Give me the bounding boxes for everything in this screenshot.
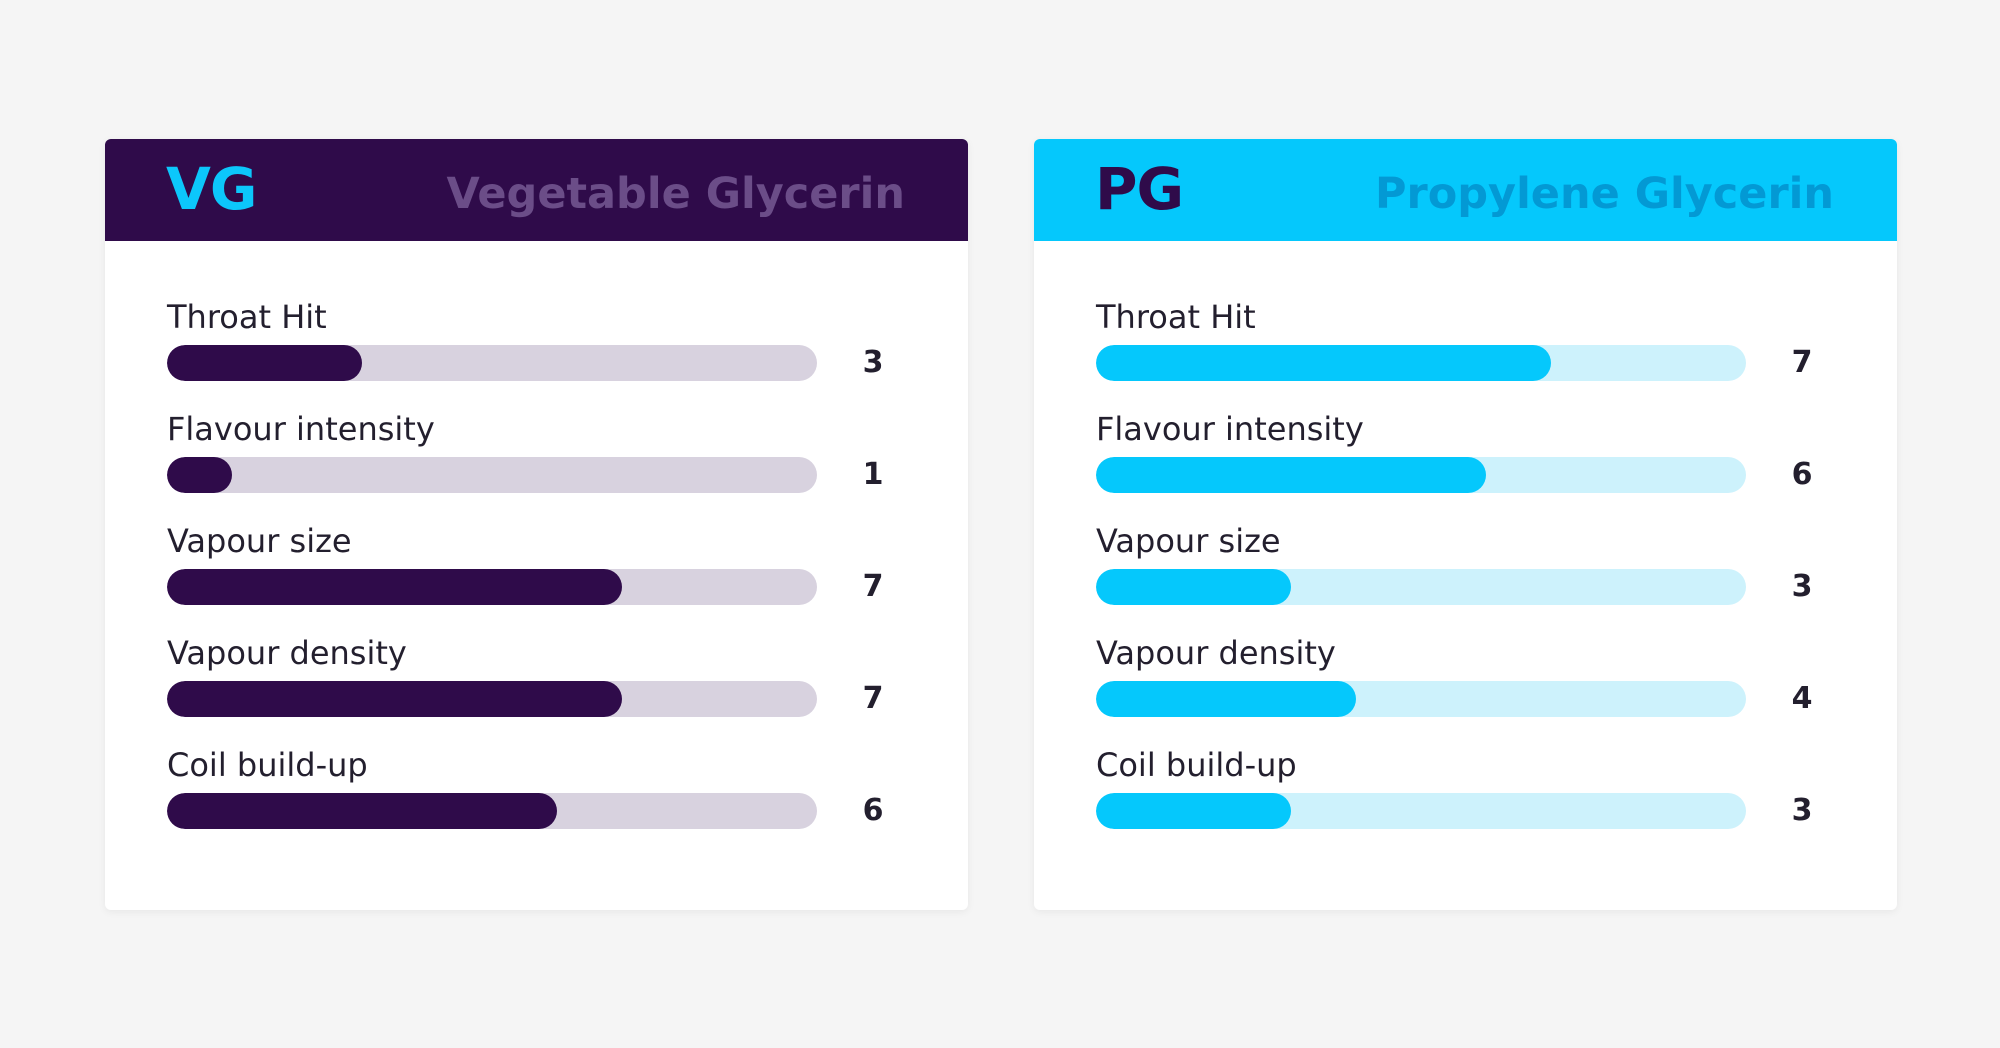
pg-bar-track bbox=[1096, 569, 1746, 605]
vg-metric-value: 7 bbox=[862, 681, 884, 716]
pg-bar-fill bbox=[1096, 457, 1486, 493]
vg-metric-label: Flavour intensity bbox=[167, 410, 435, 448]
vg-metric-value: 6 bbox=[862, 793, 884, 828]
vg-abbreviation: VG bbox=[166, 155, 257, 223]
pg-bar-fill bbox=[1096, 569, 1291, 605]
vg-bar-track bbox=[167, 793, 817, 829]
pg-metric-value: 7 bbox=[1791, 345, 1813, 380]
pg-card-header: PG Propylene Glycerin bbox=[1034, 139, 1897, 241]
pg-bar-track bbox=[1096, 793, 1746, 829]
pg-bar-track bbox=[1096, 345, 1746, 381]
pg-abbreviation: PG bbox=[1095, 155, 1184, 223]
vg-metric-value: 1 bbox=[862, 457, 884, 492]
pg-bar-fill bbox=[1096, 345, 1551, 381]
pg-metric-value: 3 bbox=[1791, 793, 1813, 828]
pg-metric-value: 3 bbox=[1791, 569, 1813, 604]
vg-bar-track bbox=[167, 681, 817, 717]
vg-full-name: Vegetable Glycerin bbox=[446, 169, 905, 219]
vg-metric-label: Vapour density bbox=[167, 634, 407, 672]
vg-metric-label: Throat Hit bbox=[167, 298, 327, 336]
pg-metric-label: Vapour size bbox=[1096, 522, 1281, 560]
vg-metric-label: Vapour size bbox=[167, 522, 352, 560]
vg-bar-track bbox=[167, 345, 817, 381]
pg-card: PG Propylene Glycerin Throat Hit 7 Flavour… bbox=[1034, 139, 1897, 910]
pg-bar-fill bbox=[1096, 793, 1291, 829]
pg-metric-value: 6 bbox=[1791, 457, 1813, 492]
pg-metric-label: Flavour intensity bbox=[1096, 410, 1364, 448]
vg-bar-fill bbox=[167, 793, 557, 829]
vg-metric-value: 3 bbox=[862, 345, 884, 380]
vg-bar-fill bbox=[167, 457, 232, 493]
pg-full-name: Propylene Glycerin bbox=[1375, 169, 1834, 219]
vg-bar-track bbox=[167, 457, 817, 493]
pg-bar-track bbox=[1096, 681, 1746, 717]
vg-bar-fill bbox=[167, 681, 622, 717]
vg-card: VG Vegetable Glycerin Throat Hit 3 Flavour… bbox=[105, 139, 968, 910]
vg-metric-value: 7 bbox=[862, 569, 884, 604]
pg-metric-label: Throat Hit bbox=[1096, 298, 1256, 336]
pg-bar-fill bbox=[1096, 681, 1356, 717]
vg-card-header: VG Vegetable Glycerin bbox=[105, 139, 968, 241]
vg-bar-track bbox=[167, 569, 817, 605]
vg-bar-fill bbox=[167, 345, 362, 381]
pg-metric-label: Coil build-up bbox=[1096, 746, 1297, 784]
pg-metric-value: 4 bbox=[1791, 681, 1813, 716]
pg-bar-track bbox=[1096, 457, 1746, 493]
pg-metric-label: Vapour density bbox=[1096, 634, 1336, 672]
vg-metric-label: Coil build-up bbox=[167, 746, 368, 784]
vg-bar-fill bbox=[167, 569, 622, 605]
